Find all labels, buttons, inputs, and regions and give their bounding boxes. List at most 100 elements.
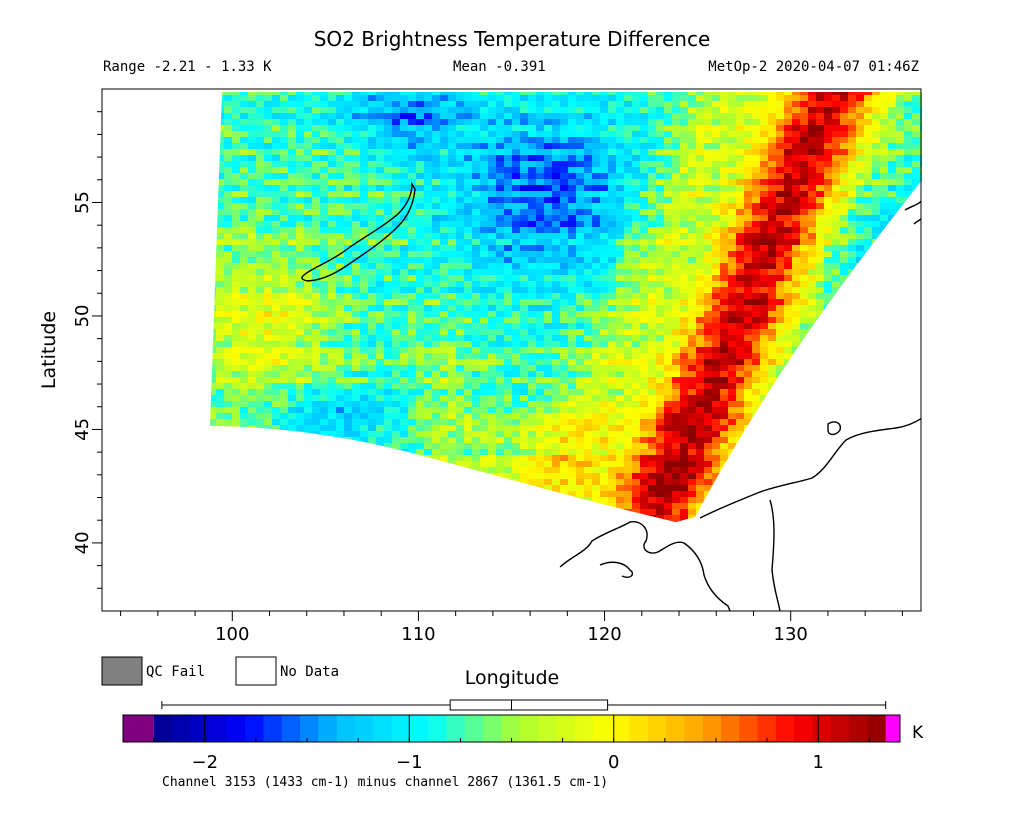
heatmap-cell [368, 311, 377, 318]
heatmap-cell [712, 329, 721, 336]
heatmap-cell [784, 221, 793, 228]
heatmap-cell [656, 161, 665, 168]
heatmap-cell [752, 257, 761, 264]
heatmap-cell [272, 341, 281, 348]
heatmap-cell [584, 155, 593, 162]
heatmap-cell [536, 209, 545, 216]
heatmap-cell [632, 209, 641, 216]
heatmap-cell [816, 227, 825, 234]
heatmap-cell [816, 245, 825, 252]
heatmap-cell [776, 413, 785, 420]
heatmap-cell [376, 407, 385, 414]
heatmap-cell [216, 203, 225, 210]
heatmap-cell [552, 101, 561, 108]
heatmap-cell [504, 413, 513, 420]
heatmap-cell [424, 401, 433, 408]
heatmap-cell [792, 239, 801, 246]
heatmap-cell [392, 269, 401, 276]
heatmap-cell [440, 239, 449, 246]
heatmap-cell [424, 167, 433, 174]
heatmap-cell [880, 173, 889, 180]
heatmap-cell [432, 389, 441, 396]
heatmap-cell [296, 341, 305, 348]
heatmap-cell [560, 113, 569, 120]
heatmap-cell [688, 107, 697, 114]
heatmap-cell [576, 293, 585, 300]
heatmap-cell [816, 401, 825, 408]
heatmap-cell [616, 107, 625, 114]
heatmap-cell [744, 305, 753, 312]
heatmap-cell [816, 239, 825, 246]
heatmap-cell [392, 233, 401, 240]
heatmap-cell [344, 125, 353, 132]
heatmap-cell [824, 203, 833, 210]
heatmap-cell [744, 167, 753, 174]
heatmap-cell [312, 407, 321, 414]
heatmap-cell [736, 263, 745, 270]
heatmap-cell [800, 113, 809, 120]
heatmap-cell [216, 371, 225, 378]
heatmap-cell [216, 389, 225, 396]
heatmap-cell [592, 293, 601, 300]
heatmap-cell [888, 407, 897, 414]
heatmap-cell [712, 323, 721, 330]
heatmap-cell [528, 359, 537, 366]
heatmap-cell [264, 281, 273, 288]
heatmap-cell [720, 167, 729, 174]
heatmap-cell [496, 353, 505, 360]
heatmap-cell [520, 245, 529, 252]
heatmap-cell [392, 197, 401, 204]
heatmap-cell [432, 119, 441, 126]
heatmap-cell [848, 197, 857, 204]
heatmap-cell [328, 179, 337, 186]
heatmap-cell [672, 335, 681, 342]
heatmap-cell [792, 317, 801, 324]
heatmap-cell [608, 275, 617, 282]
heatmap-cell [656, 275, 665, 282]
heatmap-cell [736, 209, 745, 216]
heatmap-cell [512, 233, 521, 240]
heatmap-cell [216, 137, 225, 144]
heatmap-cell [376, 293, 385, 300]
heatmap-cell [288, 305, 297, 312]
heatmap-cell [816, 215, 825, 222]
heatmap-cell [888, 221, 897, 228]
heatmap-cell [720, 92, 729, 96]
heatmap-cell [616, 101, 625, 108]
heatmap-cell [848, 287, 857, 294]
heatmap-cell [752, 191, 761, 198]
heatmap-cell [416, 239, 425, 246]
heatmap-cell [464, 131, 473, 138]
heatmap-cell [760, 383, 769, 390]
heatmap-cell [312, 293, 321, 300]
heatmap-cell [376, 95, 385, 102]
heatmap-cell [728, 299, 737, 306]
heatmap-cell [904, 95, 913, 102]
heatmap-cell [672, 281, 681, 288]
heatmap-cell [680, 221, 689, 228]
heatmap-cell [392, 347, 401, 354]
heatmap-cell [752, 149, 761, 156]
heatmap-cell [320, 281, 329, 288]
heatmap-cell [904, 365, 913, 372]
heatmap-cell [480, 167, 489, 174]
heatmap-cell [256, 341, 265, 348]
heatmap-cell [248, 347, 257, 354]
heatmap-cell [248, 317, 257, 324]
heatmap-cell [536, 347, 545, 354]
heatmap-cell [328, 275, 337, 282]
heatmap-cell [496, 173, 505, 180]
heatmap-cell [464, 311, 473, 318]
heatmap-cell [896, 395, 905, 402]
heatmap-cell [504, 155, 513, 162]
heatmap-cell [224, 233, 233, 240]
heatmap-cell [216, 299, 225, 306]
heatmap-cell [568, 125, 577, 132]
heatmap-cell [840, 365, 849, 372]
heatmap-cell [560, 173, 569, 180]
heatmap-cell [496, 257, 505, 264]
heatmap-cell [288, 341, 297, 348]
heatmap-cell [848, 383, 857, 390]
heatmap-cell [520, 299, 529, 306]
heatmap-cell [312, 335, 321, 342]
